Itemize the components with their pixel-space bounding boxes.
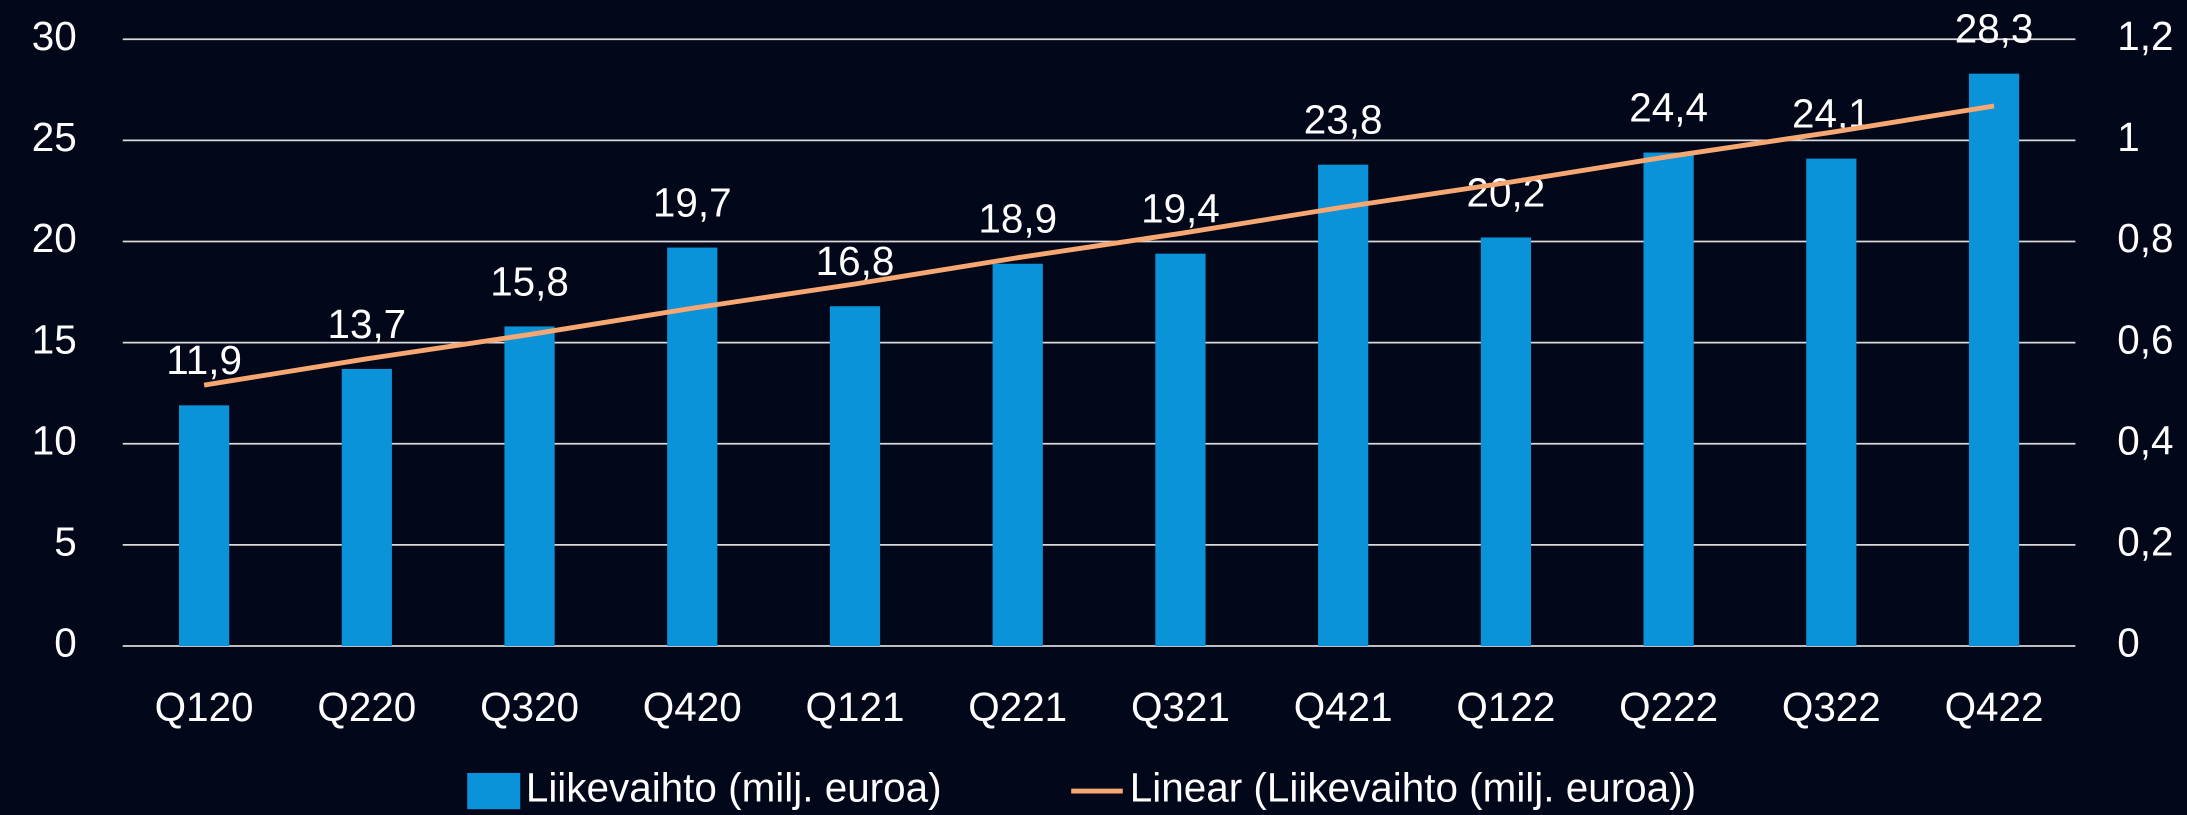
y-tick-label: 5 (54, 519, 77, 565)
trend-line (203, 103, 1995, 388)
x-tick-label: Q422 (1945, 684, 2044, 730)
y-tick-label: 30 (32, 13, 77, 59)
value-label: 11,9 (166, 337, 242, 383)
x-tick-label: Q421 (1294, 684, 1393, 730)
value-label: 23,8 (1304, 97, 1383, 143)
bar (341, 368, 392, 647)
x-tick-label: Q322 (1782, 684, 1881, 730)
value-label: 24,4 (1629, 84, 1708, 130)
bar (178, 405, 230, 647)
bar (992, 263, 1043, 647)
bar (1806, 158, 1857, 647)
y-tick-label: 25 (32, 114, 77, 160)
x-tick-label: Q420 (643, 684, 742, 730)
value-label: 16,8 (816, 238, 895, 284)
y-tick-label: 15 (32, 316, 77, 362)
y-tick-label: 10 (32, 417, 77, 463)
value-label: 13,7 (327, 301, 406, 347)
x-tick-label: Q120 (155, 684, 254, 730)
bar (504, 326, 555, 647)
y2-tick-label: 0,8 (2117, 215, 2173, 261)
bar (1318, 164, 1369, 647)
x-tick-label: Q122 (1456, 684, 1555, 730)
x-tick-label: Q321 (1131, 684, 1230, 730)
y2-tick-label: 0,4 (2117, 417, 2173, 463)
bar (667, 247, 718, 647)
value-label: 28,3 (1955, 6, 2034, 52)
legend-label: Liikevaihto (milj. euroa) (526, 765, 942, 811)
value-label: 19,7 (653, 179, 732, 225)
legend-swatch (467, 772, 521, 810)
bar (1643, 152, 1694, 647)
y2-tick-label: 1,2 (2117, 13, 2173, 59)
y2-tick-label: 1 (2117, 114, 2140, 160)
value-label: 18,9 (978, 196, 1057, 242)
x-tick-label: Q221 (968, 684, 1067, 730)
value-label: 15,8 (490, 258, 569, 304)
y-tick-label: 0 (54, 620, 77, 666)
y-tick-label: 20 (32, 215, 77, 261)
x-tick-label: Q222 (1619, 684, 1718, 730)
legend-label: Linear (Liikevaihto (milj. euroa)) (1130, 765, 1696, 811)
value-label: 19,4 (1141, 186, 1220, 232)
x-tick-label: Q220 (317, 684, 416, 730)
x-tick-label: Q121 (806, 684, 905, 730)
x-tick-label: Q320 (480, 684, 579, 730)
y2-tick-label: 0,6 (2117, 316, 2173, 362)
bar (1155, 253, 1206, 647)
bar (829, 306, 881, 647)
bar (1968, 73, 2020, 647)
bar (1480, 237, 1531, 647)
y2-tick-label: 0 (2117, 620, 2140, 666)
y2-tick-label: 0,2 (2117, 519, 2173, 565)
